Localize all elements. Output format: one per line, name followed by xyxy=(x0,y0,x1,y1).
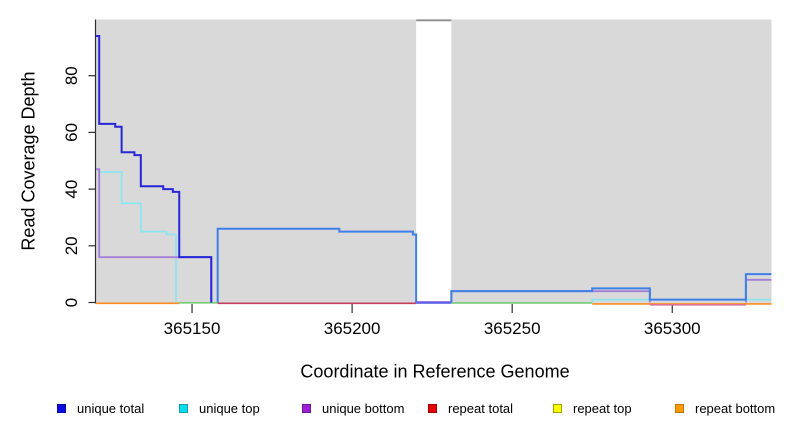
x-tick-label: 365250 xyxy=(484,319,541,338)
gap-region xyxy=(416,19,452,304)
y-tick-label: 60 xyxy=(62,123,81,142)
y-tick-label: 80 xyxy=(62,66,81,85)
series-line-unique-total xyxy=(450,273,772,303)
y-tick-label: 40 xyxy=(62,180,81,199)
x-axis-title: Coordinate in Reference Genome xyxy=(300,361,570,382)
series-line-unique-total xyxy=(216,227,418,303)
x-tick-label: 365200 xyxy=(324,319,381,338)
y-tick-label: 0 xyxy=(62,298,81,307)
series-line-unique-total xyxy=(96,35,213,303)
y-axis-title: Read Coverage Depth xyxy=(18,71,39,251)
x-tick-label: 365300 xyxy=(644,319,701,338)
x-tick-label: 365150 xyxy=(164,319,221,338)
y-tick-label: 20 xyxy=(62,236,81,255)
